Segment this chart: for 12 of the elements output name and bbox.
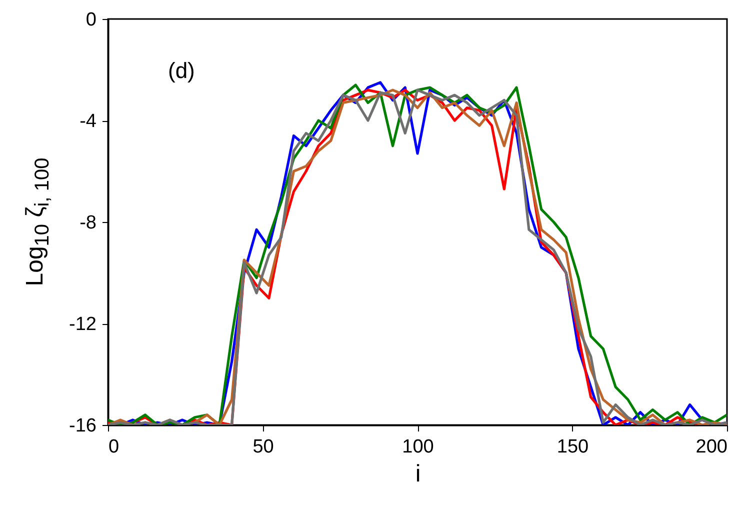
y-tick-label: 0	[86, 10, 96, 30]
y-tick-label: -4	[80, 111, 97, 132]
x-tick-label: 200	[696, 436, 728, 458]
y-tick-label: -12	[69, 314, 96, 335]
y-tick-label: -16	[69, 416, 96, 436]
x-tick-label: 0	[108, 436, 120, 458]
annotation: (d)	[168, 58, 195, 83]
x-axis-title: i	[415, 460, 421, 488]
x-tick-label: 100	[402, 436, 434, 458]
x-tick-label: 150	[556, 436, 589, 458]
x-tick-label: 50	[252, 436, 274, 458]
y-tick-label: -8	[80, 212, 96, 234]
